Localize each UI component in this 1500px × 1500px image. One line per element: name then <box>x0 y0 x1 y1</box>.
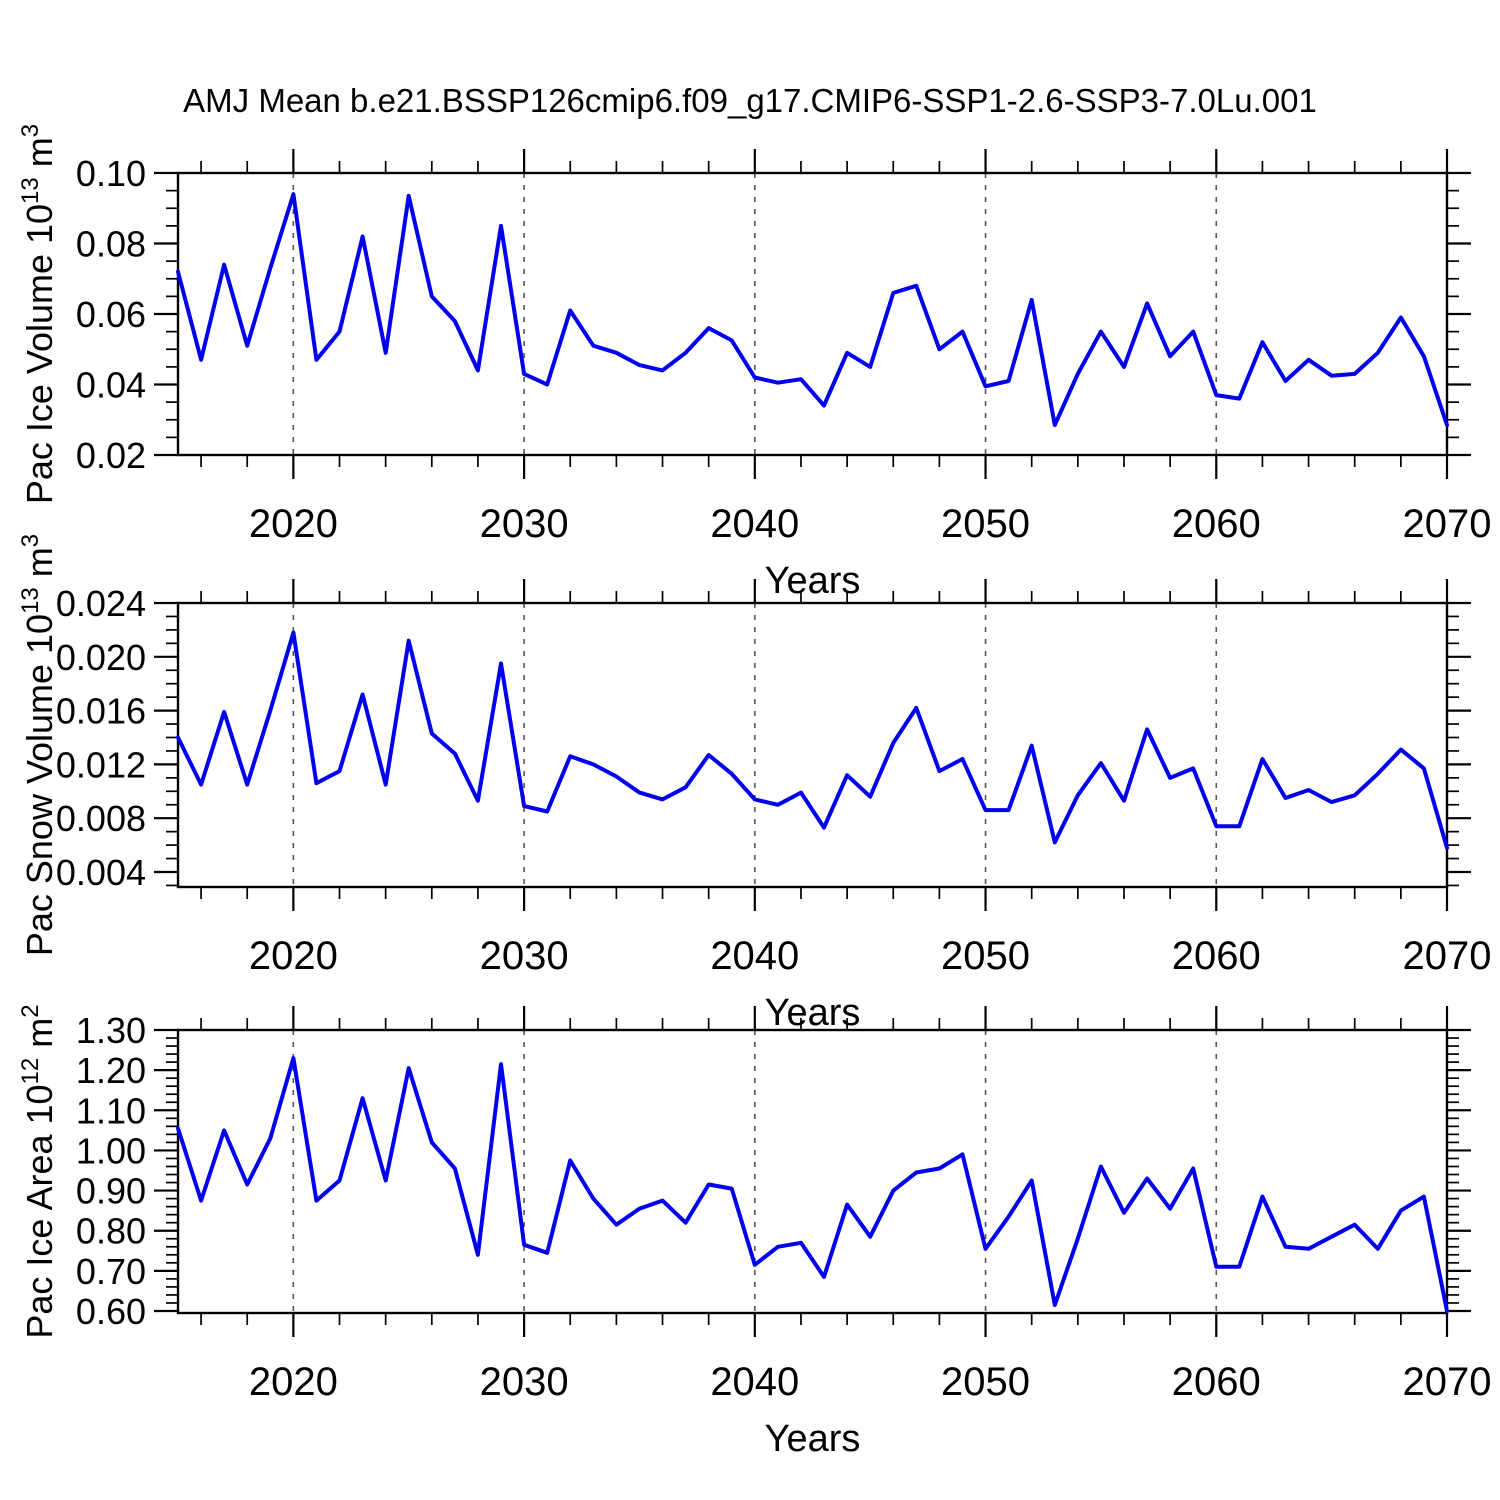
y-tick-label: 0.02 <box>76 435 146 476</box>
panel-pac-ice-volume: 0.02 0.04 0.06 0.08 0.10 2020 2030 2040 2050 2060… <box>17 124 1491 602</box>
x-tick-label: 2030 <box>480 1360 569 1404</box>
y-tick-label: 0.04 <box>76 365 146 406</box>
figure-title: AMJ Mean b.e21.BSSP126cmip6.f09_g17.CMIP… <box>183 82 1317 119</box>
x-tick-label: 2060 <box>1172 934 1261 978</box>
y-axis-title: Pac Ice Area 1012 m2 <box>17 1004 60 1338</box>
y-tick-label: 0.80 <box>76 1211 146 1252</box>
x-tick-label: 2050 <box>941 1360 1030 1404</box>
y-tick-label: 0.008 <box>56 798 146 839</box>
x-tick-label: 2060 <box>1172 502 1261 546</box>
x-tick-label: 2050 <box>941 934 1030 978</box>
x-tick-label: 2070 <box>1403 1360 1492 1404</box>
x-tick-label: 2050 <box>941 502 1030 546</box>
x-tick-label: 2020 <box>249 1360 338 1404</box>
y-tick-label: 1.10 <box>76 1090 146 1131</box>
y-tick-label: 0.020 <box>56 637 146 678</box>
x-tick-label: 2070 <box>1403 502 1492 546</box>
y-tick-label: 0.06 <box>76 294 146 335</box>
pac-snow-volume-series-line <box>176 630 1449 850</box>
y-tick-label: 0.10 <box>76 153 146 194</box>
x-tick-label: 2070 <box>1403 934 1492 978</box>
panel-pac-ice-area: 0.600.700.800.901.001.101.201.30 2020 2030… <box>17 1004 1491 1460</box>
y-tick-label: 1.20 <box>76 1050 146 1091</box>
y-tick-label: 0.90 <box>76 1171 146 1212</box>
plot-frame <box>176 171 1449 457</box>
x-tick-label: 2040 <box>710 502 799 546</box>
y-tick-label: 1.30 <box>76 1010 146 1051</box>
x-tick-label: 2030 <box>480 502 569 546</box>
plot-frame <box>176 601 1449 889</box>
y-tick-label: 0.08 <box>76 224 146 265</box>
x-tick-label: 2040 <box>710 1360 799 1404</box>
y-tick-label: 0.016 <box>56 691 146 732</box>
y-tick-label: 0.70 <box>76 1251 146 1292</box>
x-tick-label: 2060 <box>1172 1360 1261 1404</box>
y-tick-label: 0.024 <box>56 583 146 624</box>
y-tick-label: 1.00 <box>76 1130 146 1171</box>
y-tick-label: 0.012 <box>56 744 146 785</box>
x-axis-title: Years <box>765 1418 861 1460</box>
y-axis-title: Pac Ice Volume 1013 m3 <box>17 124 60 504</box>
x-axis-title: Years <box>765 560 861 602</box>
x-tick-label: 2040 <box>710 934 799 978</box>
plot-frame <box>176 1028 1449 1315</box>
panel-pac-snow-volume: 0.004 0.008 0.012 0.016 0.020 0.024 2020 2030 20… <box>17 534 1491 1034</box>
x-axis-title: Years <box>765 992 861 1034</box>
pac-ice-area-series-line <box>176 1056 1449 1313</box>
y-tick-label: 0.004 <box>56 852 146 893</box>
y-axis-title: Pac Snow Volume 1013 m3 <box>17 534 60 956</box>
x-tick-label: 2020 <box>249 502 338 546</box>
x-tick-label: 2030 <box>480 934 569 978</box>
y-tick-label: 0.60 <box>76 1291 146 1332</box>
pac-ice-volume-series-line <box>176 192 1449 427</box>
x-tick-label: 2020 <box>249 934 338 978</box>
